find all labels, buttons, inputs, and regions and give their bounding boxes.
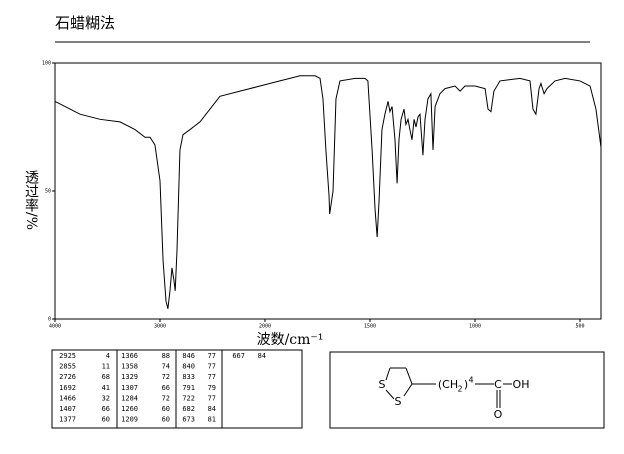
x-axis-label: 波数/cm⁻¹ xyxy=(257,332,324,348)
peak-wavenumber: 1209 xyxy=(121,416,138,424)
plot-frame xyxy=(54,62,602,320)
peak-wavenumber: 673 xyxy=(182,416,195,424)
peak-wavenumber: 722 xyxy=(182,394,195,402)
structure-box xyxy=(329,351,605,429)
y-tick-label: 50 xyxy=(45,189,51,195)
peak-wavenumber: 667 xyxy=(232,352,245,360)
peak-transmittance: 84 xyxy=(258,352,266,360)
structure-bonds xyxy=(385,367,512,408)
peak-transmittance: 72 xyxy=(162,373,170,381)
peak-transmittance: 79 xyxy=(208,384,216,392)
peak-transmittance: 81 xyxy=(208,416,216,424)
peak-wavenumber: 1329 xyxy=(121,373,138,381)
structure-label: 4 xyxy=(468,376,473,385)
peak-transmittance: 77 xyxy=(208,352,216,360)
structure-label: 2 xyxy=(457,385,462,394)
x-tick-label: 1000 xyxy=(469,324,481,330)
peak-transmittance: 60 xyxy=(162,416,170,424)
peak-wavenumber: 1366 xyxy=(121,352,138,360)
x-tick-label: 1500 xyxy=(364,324,376,330)
peak-wavenumber: 1307 xyxy=(121,384,138,392)
structure-label: S xyxy=(379,378,386,391)
peak-transmittance: 72 xyxy=(162,394,170,402)
structure-label: C xyxy=(494,378,502,391)
peak-transmittance: 4 xyxy=(106,352,110,360)
structure-label: OH xyxy=(513,378,530,391)
peak-transmittance: 60 xyxy=(102,416,110,424)
peak-transmittance: 77 xyxy=(208,363,216,371)
peak-wavenumber: 1407 xyxy=(59,405,76,413)
peak-transmittance: 66 xyxy=(162,384,170,392)
peak-table xyxy=(51,349,303,429)
peak-transmittance: 84 xyxy=(208,405,216,413)
peak-wavenumber: 833 xyxy=(182,373,195,381)
peak-transmittance: 60 xyxy=(162,405,170,413)
structure-label: ) xyxy=(464,378,468,391)
peak-wavenumber: 791 xyxy=(182,384,195,392)
peak-wavenumber: 2855 xyxy=(59,363,76,371)
peak-wavenumber: 2726 xyxy=(59,373,76,381)
peak-wavenumber: 1284 xyxy=(121,394,138,402)
y-tick-label: 100 xyxy=(42,61,51,67)
peak-wavenumber: 1692 xyxy=(59,384,76,392)
peak-wavenumber: 1260 xyxy=(121,405,138,413)
peak-transmittance: 66 xyxy=(102,405,110,413)
structure-label: O xyxy=(494,408,503,421)
peak-transmittance: 11 xyxy=(102,363,110,371)
peak-transmittance: 77 xyxy=(208,373,216,381)
peak-wavenumber: 1358 xyxy=(121,363,138,371)
peak-transmittance: 41 xyxy=(102,384,110,392)
peak-wavenumber: 840 xyxy=(182,363,195,371)
peak-wavenumber: 846 xyxy=(182,352,195,360)
x-tick-label: 500 xyxy=(575,324,584,330)
peak-wavenumber: 1466 xyxy=(59,394,76,402)
peak-transmittance: 77 xyxy=(208,394,216,402)
spectrum xyxy=(54,75,602,309)
peak-wavenumber: 2925 xyxy=(59,352,76,360)
y-axis-label: 透过率/% xyxy=(23,170,39,230)
x-tick-label: 3000 xyxy=(154,324,166,330)
peak-transmittance: 74 xyxy=(162,363,170,371)
peak-wavenumber: 1377 xyxy=(59,416,76,424)
x-tick-label: 2000 xyxy=(259,324,271,330)
chart-title: 石蜡糊法 xyxy=(55,14,115,32)
structure-label: S xyxy=(395,395,402,408)
structure-label: (CH xyxy=(438,378,458,391)
y-tick-label: 0 xyxy=(48,317,51,323)
peak-wavenumber: 682 xyxy=(182,405,195,413)
peak-transmittance: 88 xyxy=(162,352,170,360)
x-tick-label: 4000 xyxy=(49,324,61,330)
peak-transmittance: 32 xyxy=(102,394,110,402)
peak-transmittance: 68 xyxy=(102,373,110,381)
